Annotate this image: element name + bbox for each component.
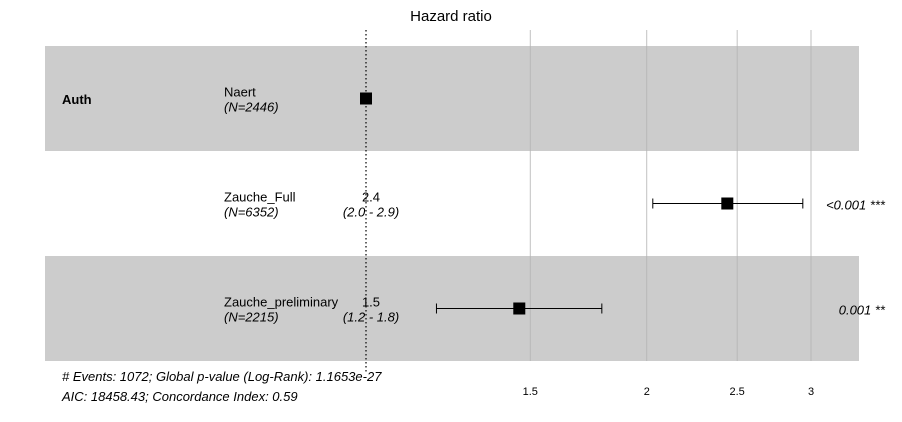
point-estimate-0 xyxy=(360,92,372,105)
hr-label-1: 2.4 xyxy=(362,190,380,205)
ci-label-1: (2.0 - 2.9) xyxy=(343,205,399,220)
x-tick-label-1: 2 xyxy=(644,386,650,398)
row-labels: Naert(N=2446) Zauche_Full(N=6352) 2.4(2.0 … xyxy=(224,85,886,325)
x-tick-label-2: 2.5 xyxy=(730,386,745,398)
footnote-line-1: # Events: 1072; Global p-value (Log-Rank… xyxy=(62,369,382,384)
grid-lines: 1.5 2 2.5 3 xyxy=(523,30,814,398)
estimate-marks xyxy=(360,92,804,315)
point-estimate-1 xyxy=(721,197,734,210)
point-estimate-2 xyxy=(513,302,526,315)
level-label-2: Zauche_preliminary xyxy=(224,295,339,310)
variable-label: Auth xyxy=(62,92,92,107)
ci-label-2: (1.2 - 1.8) xyxy=(343,310,399,325)
hr-label-2: 1.5 xyxy=(362,295,380,310)
n-label-1: (N=6352) xyxy=(224,205,279,220)
x-tick-label-0: 1.5 xyxy=(523,386,538,398)
level-label-1: Zauche_Full xyxy=(224,190,296,205)
footnote-line-2: AIC: 18458.43; Concordance Index: 0.59 xyxy=(61,389,298,404)
n-label-2: (N=2215) xyxy=(224,310,279,325)
level-label-0: Naert xyxy=(224,85,256,100)
chart-title: Hazard ratio xyxy=(410,8,492,25)
row-band-0 xyxy=(45,46,859,151)
x-tick-label-3: 3 xyxy=(808,386,814,398)
p-value-2: 0.001 ** xyxy=(839,303,886,318)
n-label-0: (N=2446) xyxy=(224,100,279,115)
p-value-1: <0.001 *** xyxy=(826,198,886,213)
